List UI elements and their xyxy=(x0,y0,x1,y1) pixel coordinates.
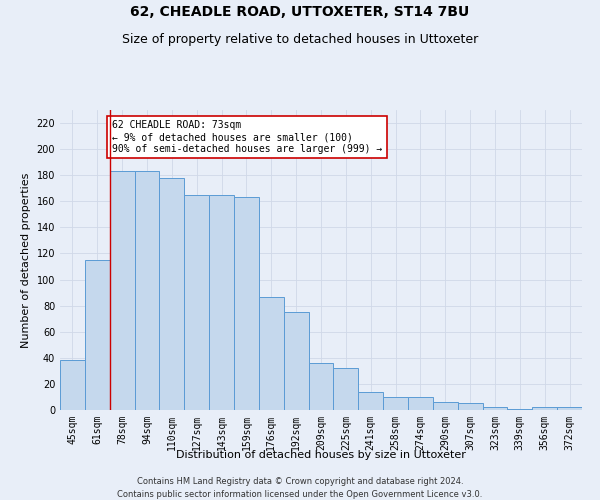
Bar xyxy=(308,363,334,410)
Text: Distribution of detached houses by size in Uttoxeter: Distribution of detached houses by size … xyxy=(176,450,466,460)
Text: Contains public sector information licensed under the Open Government Licence v3: Contains public sector information licen… xyxy=(118,490,482,499)
Text: Size of property relative to detached houses in Uttoxeter: Size of property relative to detached ho… xyxy=(122,32,478,46)
Text: 62, CHEADLE ROAD, UTTOXETER, ST14 7BU: 62, CHEADLE ROAD, UTTOXETER, ST14 7BU xyxy=(130,5,470,19)
Bar xyxy=(358,392,383,410)
Bar xyxy=(284,312,308,410)
Bar xyxy=(557,408,582,410)
Bar xyxy=(209,195,234,410)
Bar xyxy=(433,402,458,410)
Bar xyxy=(532,408,557,410)
Bar xyxy=(85,260,110,410)
Bar xyxy=(408,397,433,410)
Text: Contains HM Land Registry data © Crown copyright and database right 2024.: Contains HM Land Registry data © Crown c… xyxy=(137,478,463,486)
Bar xyxy=(60,360,85,410)
Bar xyxy=(482,408,508,410)
Y-axis label: Number of detached properties: Number of detached properties xyxy=(21,172,31,348)
Bar xyxy=(160,178,184,410)
Bar xyxy=(508,408,532,410)
Bar xyxy=(259,296,284,410)
Bar xyxy=(184,195,209,410)
Bar xyxy=(458,404,482,410)
Bar xyxy=(334,368,358,410)
Bar xyxy=(234,198,259,410)
Text: 62 CHEADLE ROAD: 73sqm
← 9% of detached houses are smaller (100)
90% of semi-det: 62 CHEADLE ROAD: 73sqm ← 9% of detached … xyxy=(112,120,382,154)
Bar xyxy=(110,172,134,410)
Bar xyxy=(383,397,408,410)
Bar xyxy=(134,172,160,410)
